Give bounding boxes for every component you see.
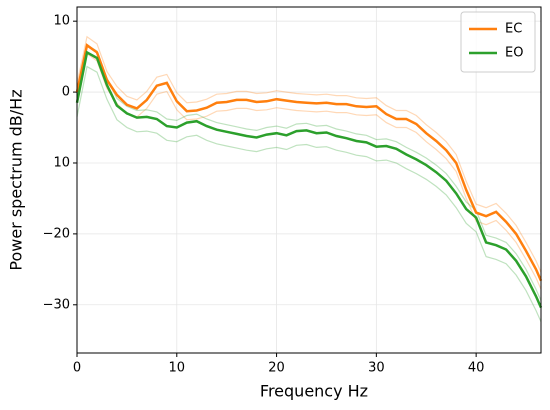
series-line [75, 50, 543, 309]
band-line [76, 65, 542, 323]
plot-frame [76, 6, 542, 354]
legend-box [460, 11, 536, 73]
x-tick-label: 20 [268, 361, 285, 376]
x-tick-label: 30 [368, 361, 385, 376]
y-tick-label: −30 [43, 297, 70, 312]
y-tick-label: 10 [53, 155, 70, 170]
x-axis-label: Frequency Hz [260, 382, 368, 401]
x-tick-label: 0 [73, 361, 81, 376]
x-tick-label: 10 [169, 361, 186, 376]
y-axis-label: Power spectrum dB/Hz [7, 89, 26, 270]
x-tick-label: 40 [468, 361, 485, 376]
legend-label: EO [505, 46, 523, 61]
band-line [76, 44, 542, 301]
y-tick-label: −20 [43, 226, 70, 241]
band-line [76, 35, 542, 273]
y-tick-label: 10 [53, 14, 70, 29]
band-line [76, 52, 542, 290]
y-tick-label: 0 [62, 85, 70, 100]
legend-label: EC [505, 22, 522, 37]
legend: EC EO [460, 11, 536, 73]
series-line [75, 43, 543, 282]
